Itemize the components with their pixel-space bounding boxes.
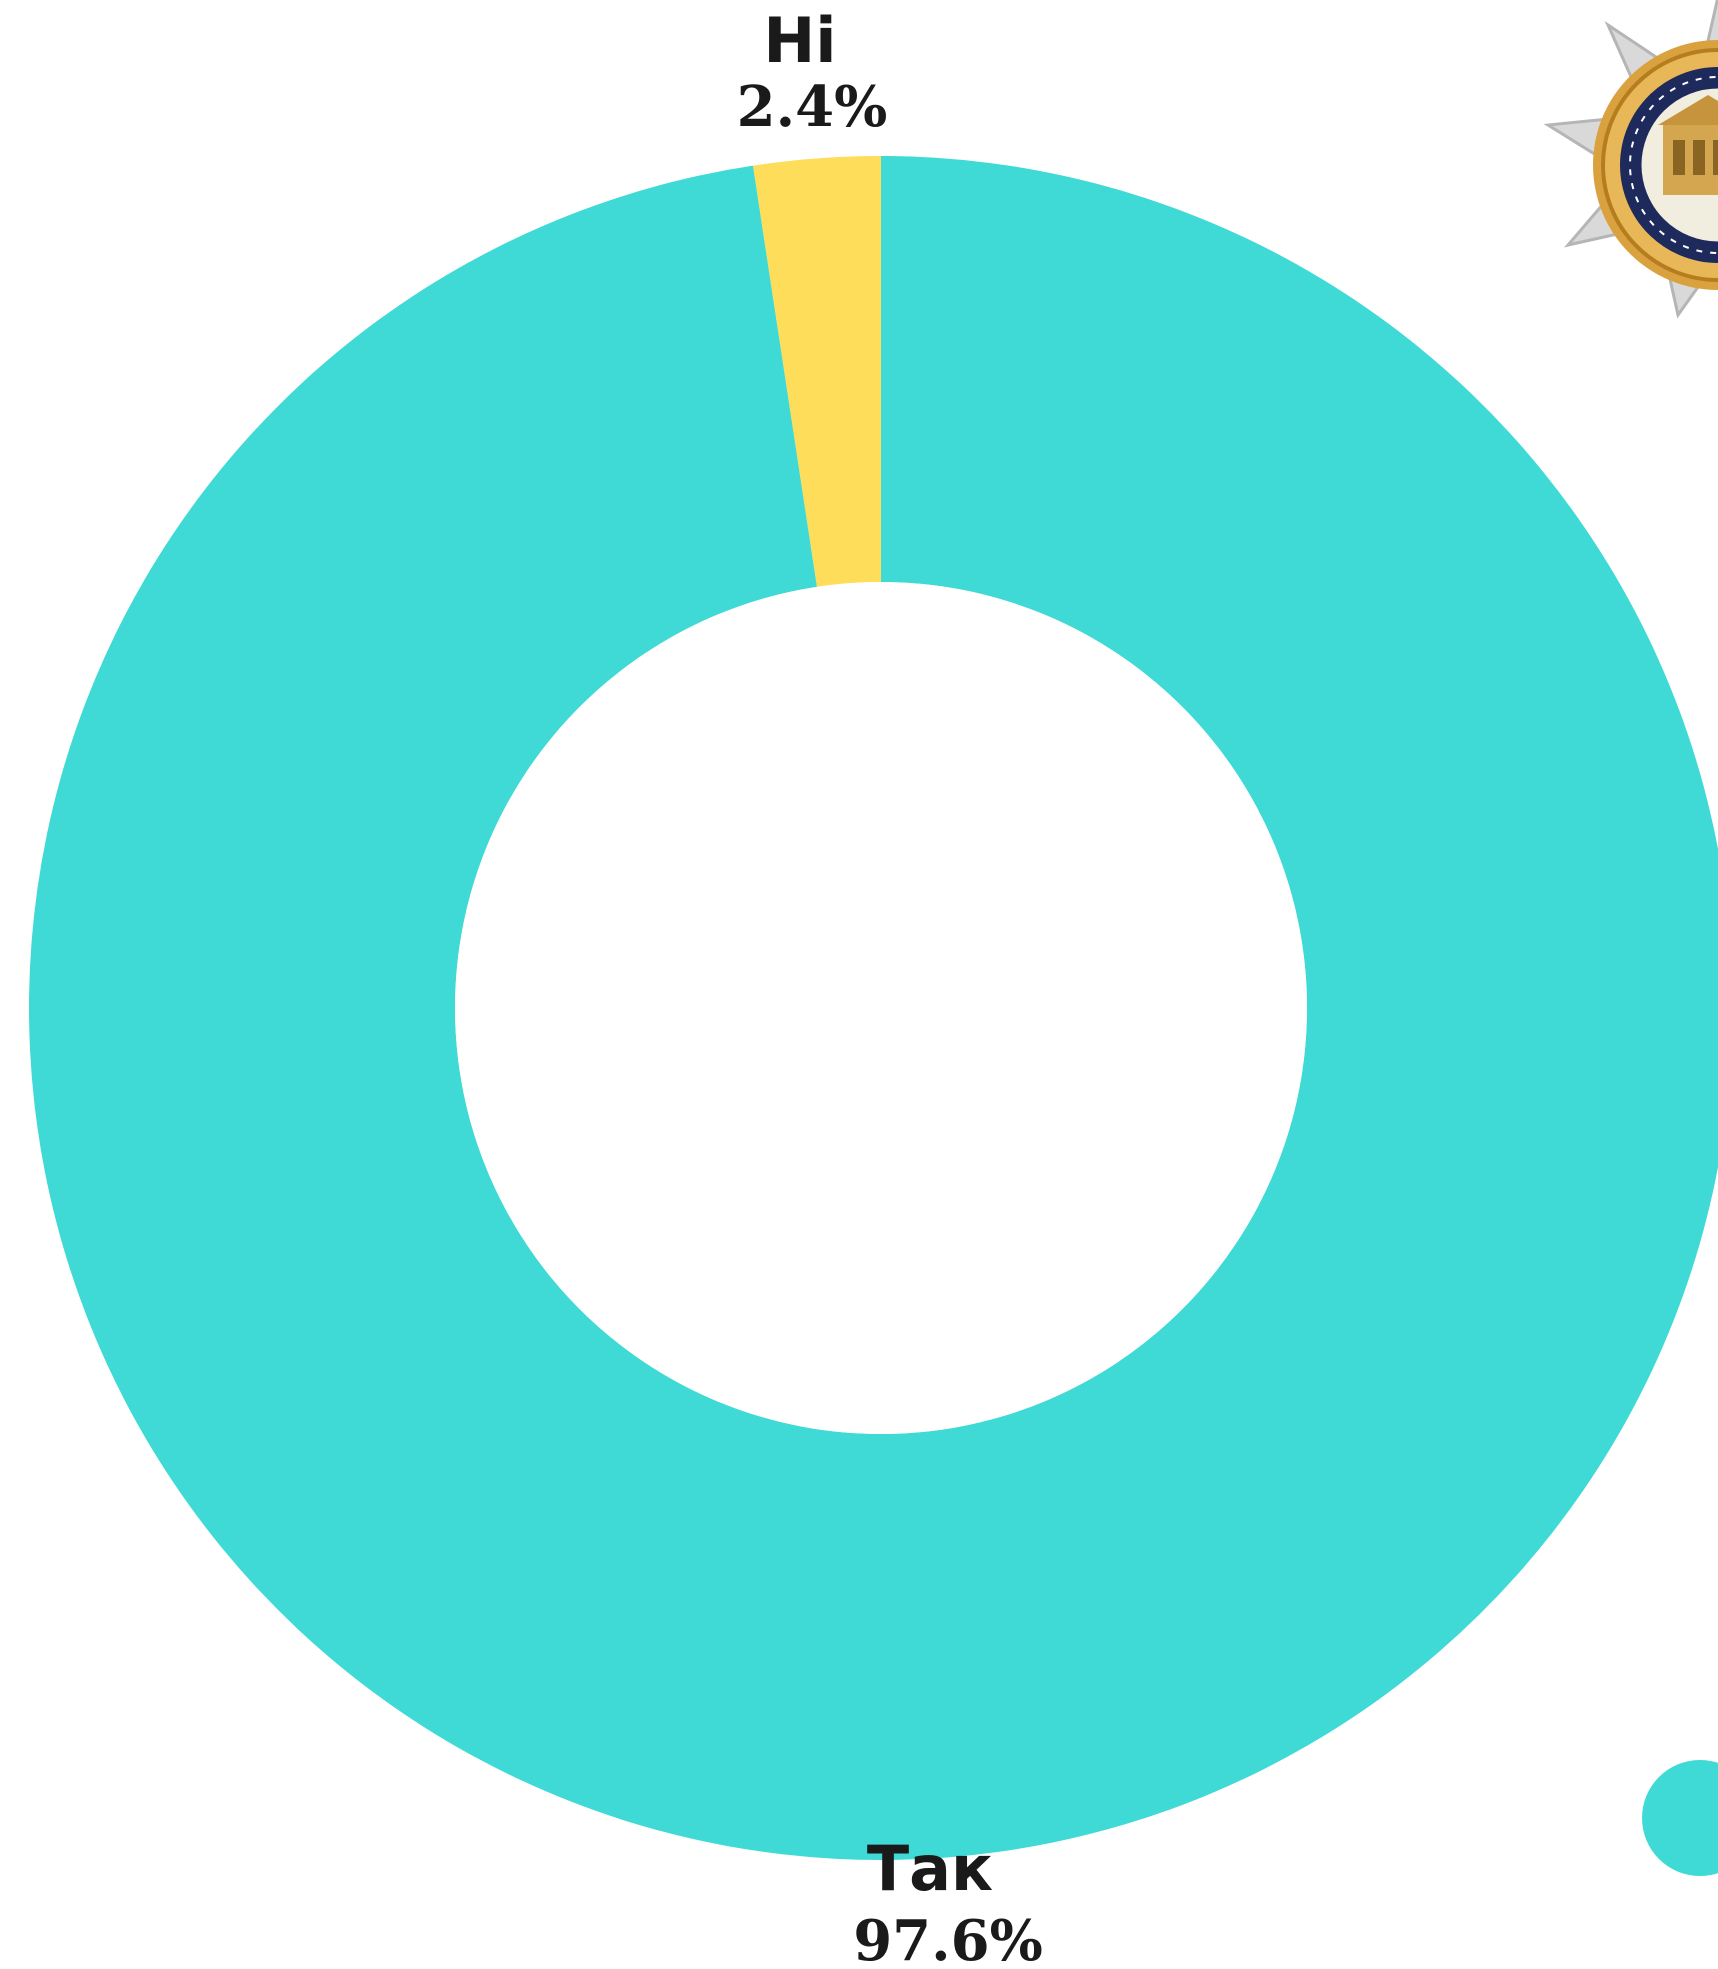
slice-label-value-ni: 2.4% <box>737 74 888 140</box>
donut-slice-1 <box>753 156 881 587</box>
slice-label-value-tak: 97.6% <box>853 1908 1043 1969</box>
donut-slice-0 <box>29 156 1718 1860</box>
donut-hole <box>455 582 1307 1434</box>
donut-slices <box>29 156 1718 1860</box>
university-seal-icon <box>1543 0 1718 319</box>
legend-marker-tak <box>1642 1760 1718 1876</box>
slice-label-name-tak: Так <box>867 1832 993 1905</box>
slice-label-name-ni: Ні <box>763 4 836 77</box>
